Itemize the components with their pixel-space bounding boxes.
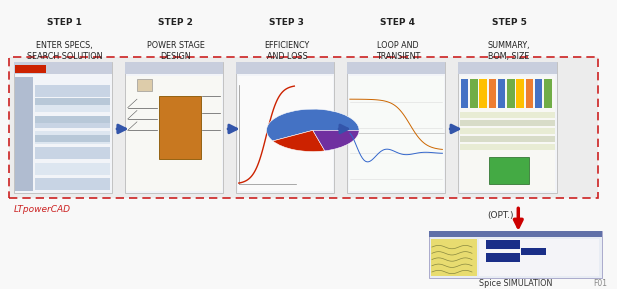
FancyBboxPatch shape	[460, 144, 555, 150]
FancyBboxPatch shape	[159, 96, 201, 159]
FancyBboxPatch shape	[35, 147, 110, 159]
FancyBboxPatch shape	[35, 98, 110, 105]
Wedge shape	[313, 130, 359, 151]
FancyArrowPatch shape	[339, 125, 347, 133]
FancyBboxPatch shape	[535, 79, 542, 108]
FancyBboxPatch shape	[479, 239, 599, 276]
FancyBboxPatch shape	[35, 85, 110, 97]
FancyBboxPatch shape	[35, 116, 110, 123]
FancyBboxPatch shape	[125, 62, 223, 74]
Wedge shape	[267, 109, 359, 141]
Text: STEP 4: STEP 4	[381, 18, 415, 27]
Text: EFFICIENCY
AND LOSS: EFFICIENCY AND LOSS	[264, 41, 310, 61]
FancyBboxPatch shape	[35, 163, 110, 175]
FancyBboxPatch shape	[15, 65, 46, 73]
FancyBboxPatch shape	[461, 79, 468, 108]
Text: (OPT.): (OPT.)	[487, 211, 514, 220]
FancyArrowPatch shape	[117, 125, 125, 133]
FancyBboxPatch shape	[349, 76, 444, 191]
FancyArrowPatch shape	[515, 208, 522, 227]
Text: POWER STAGE
DESIGN: POWER STAGE DESIGN	[147, 41, 205, 61]
Text: STEP 5: STEP 5	[492, 18, 526, 27]
FancyBboxPatch shape	[35, 100, 110, 112]
FancyBboxPatch shape	[35, 135, 110, 142]
Text: STEP 1: STEP 1	[48, 18, 82, 27]
FancyBboxPatch shape	[236, 62, 334, 74]
Text: STEP 2: STEP 2	[159, 18, 193, 27]
Wedge shape	[273, 130, 325, 152]
Text: ENTER SPECS,
SEARCH SOLUTION: ENTER SPECS, SEARCH SOLUTION	[27, 41, 102, 61]
FancyBboxPatch shape	[486, 240, 520, 249]
FancyArrowPatch shape	[228, 125, 236, 133]
FancyBboxPatch shape	[486, 253, 520, 262]
FancyBboxPatch shape	[507, 79, 515, 108]
FancyBboxPatch shape	[238, 76, 333, 191]
Text: SUMMARY,
BOM, SIZE: SUMMARY, BOM, SIZE	[488, 41, 530, 61]
FancyBboxPatch shape	[15, 77, 33, 191]
FancyBboxPatch shape	[347, 62, 445, 74]
FancyBboxPatch shape	[236, 62, 334, 193]
FancyBboxPatch shape	[489, 157, 529, 184]
FancyBboxPatch shape	[458, 62, 557, 193]
FancyBboxPatch shape	[460, 76, 555, 191]
FancyBboxPatch shape	[544, 79, 552, 108]
FancyBboxPatch shape	[458, 62, 557, 74]
FancyArrowPatch shape	[450, 125, 458, 133]
Text: STEP 3: STEP 3	[270, 18, 304, 27]
FancyBboxPatch shape	[14, 62, 112, 74]
FancyBboxPatch shape	[14, 62, 112, 193]
FancyBboxPatch shape	[431, 239, 477, 276]
Text: F01: F01	[594, 279, 608, 288]
FancyBboxPatch shape	[137, 79, 152, 91]
FancyBboxPatch shape	[35, 116, 110, 128]
FancyBboxPatch shape	[489, 79, 496, 108]
FancyBboxPatch shape	[460, 120, 555, 126]
FancyBboxPatch shape	[9, 57, 598, 198]
FancyBboxPatch shape	[429, 231, 602, 237]
FancyBboxPatch shape	[498, 79, 505, 108]
FancyBboxPatch shape	[521, 248, 546, 255]
FancyBboxPatch shape	[460, 112, 555, 118]
FancyBboxPatch shape	[470, 79, 478, 108]
FancyBboxPatch shape	[126, 76, 222, 191]
FancyBboxPatch shape	[35, 178, 110, 190]
FancyBboxPatch shape	[125, 62, 223, 193]
FancyBboxPatch shape	[479, 79, 487, 108]
FancyBboxPatch shape	[526, 79, 533, 108]
FancyBboxPatch shape	[516, 79, 524, 108]
FancyBboxPatch shape	[0, 0, 617, 62]
Text: Spice SIMULATION: Spice SIMULATION	[479, 279, 552, 288]
Text: LTpowerCAD: LTpowerCAD	[14, 205, 70, 214]
FancyBboxPatch shape	[35, 131, 110, 144]
FancyBboxPatch shape	[460, 128, 555, 134]
FancyBboxPatch shape	[460, 136, 555, 142]
FancyBboxPatch shape	[347, 62, 445, 193]
FancyBboxPatch shape	[429, 231, 602, 278]
Text: LOOP AND
TRANSIENT: LOOP AND TRANSIENT	[376, 41, 420, 61]
